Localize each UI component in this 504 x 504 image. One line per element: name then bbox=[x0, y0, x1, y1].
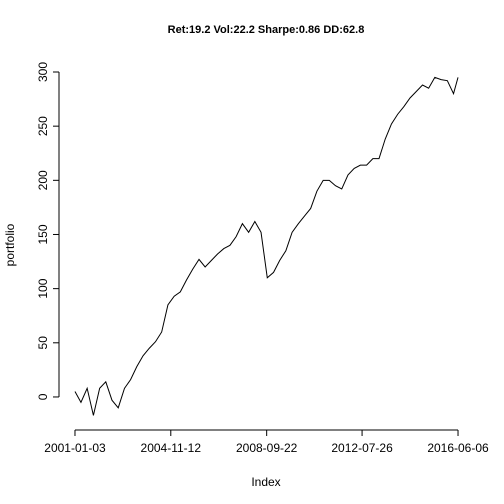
x-tick-label: 2012-07-26 bbox=[331, 441, 393, 455]
x-axis-label: Index bbox=[251, 475, 280, 489]
y-tick-label: 100 bbox=[36, 278, 50, 298]
series-line bbox=[74, 76, 459, 416]
chart-title: Ret:19.2 Vol:22.2 Sharpe:0.86 DD:62.8 bbox=[168, 24, 365, 36]
y-tick-label: 0 bbox=[36, 393, 50, 400]
y-tick-label: 250 bbox=[36, 116, 50, 136]
y-axis-label: portfolio bbox=[3, 223, 17, 266]
x-tick-label: 2001-01-03 bbox=[44, 441, 106, 455]
y-tick-label: 300 bbox=[36, 62, 50, 82]
x-tick-label: 2004-11-12 bbox=[141, 441, 202, 455]
y-tick-label: 50 bbox=[36, 336, 50, 350]
y-tick-label: 200 bbox=[36, 170, 50, 190]
y-tick-label: 150 bbox=[36, 224, 50, 244]
x-tick-label: 2008-09-22 bbox=[236, 441, 298, 455]
x-tick-label: 2016-06-06 bbox=[427, 441, 489, 455]
